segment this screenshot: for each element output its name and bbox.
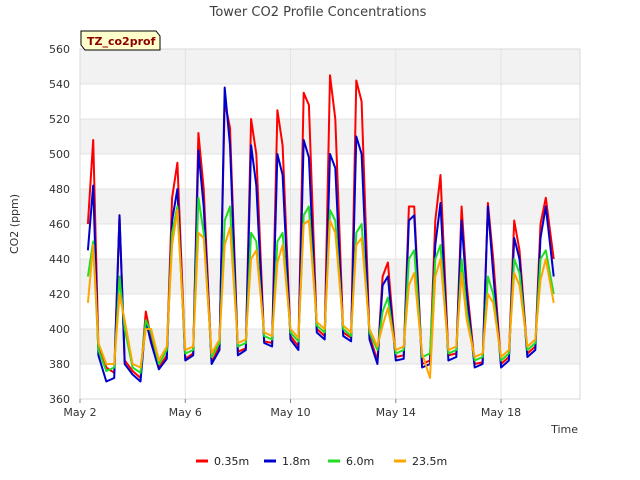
x-axis-label: Time: [550, 423, 578, 436]
plot-band: [80, 294, 580, 329]
y-axis-label: CO2 (ppm): [8, 194, 21, 254]
plot-frame: [79, 48, 581, 400]
y-tick-label: 360: [49, 393, 70, 406]
y-tick-label: 420: [49, 288, 70, 301]
y-tick-label: 560: [49, 43, 70, 56]
y-tick-label: 460: [49, 218, 70, 231]
plot-band: [80, 364, 580, 399]
series-line-0-35m: [86, 74, 555, 379]
legend-label: 1.8m: [282, 455, 310, 468]
y-tick-label: 500: [49, 148, 70, 161]
y-tick-label: 400: [49, 323, 70, 336]
x-tick-label: May 14: [376, 406, 416, 419]
x-tick-label: May 2: [63, 406, 96, 419]
x-tick-label: May 18: [481, 406, 521, 419]
legend-label: 6.0m: [346, 455, 374, 468]
series-line-1-8m: [86, 86, 555, 383]
legend: 0.35m 1.8m 6.0m 23.5m: [196, 455, 447, 468]
station-tag: TZ_co2prof: [80, 30, 161, 51]
station-tag-box: [80, 30, 161, 51]
chart-title: Tower CO2 Profile Concentrations: [209, 5, 427, 20]
y-tick-label: 380: [49, 358, 70, 371]
plot-band: [80, 259, 580, 294]
series-line-6-0m: [86, 196, 555, 374]
x-tick-label: May 10: [270, 406, 310, 419]
y-tick-label: 440: [49, 253, 70, 266]
legend-label: 23.5m: [412, 455, 447, 468]
legend-label: 0.35m: [214, 455, 249, 468]
y-tick-label: 540: [49, 78, 70, 91]
y-axis-ticks: 360 380 400 420 440 460 480 500 520 540 560: [49, 43, 70, 406]
series-group: [86, 74, 555, 383]
station-tag-text: TZ_co2prof: [87, 35, 156, 48]
x-axis-ticks: May 2 May 6 May 10 May 14 May 18: [63, 399, 521, 419]
x-tick-label: May 6: [169, 406, 202, 419]
y-tick-label: 480: [49, 183, 70, 196]
plot-band: [80, 119, 580, 154]
series-line-23-5m: [86, 209, 555, 379]
y-tick-label: 520: [49, 113, 70, 126]
